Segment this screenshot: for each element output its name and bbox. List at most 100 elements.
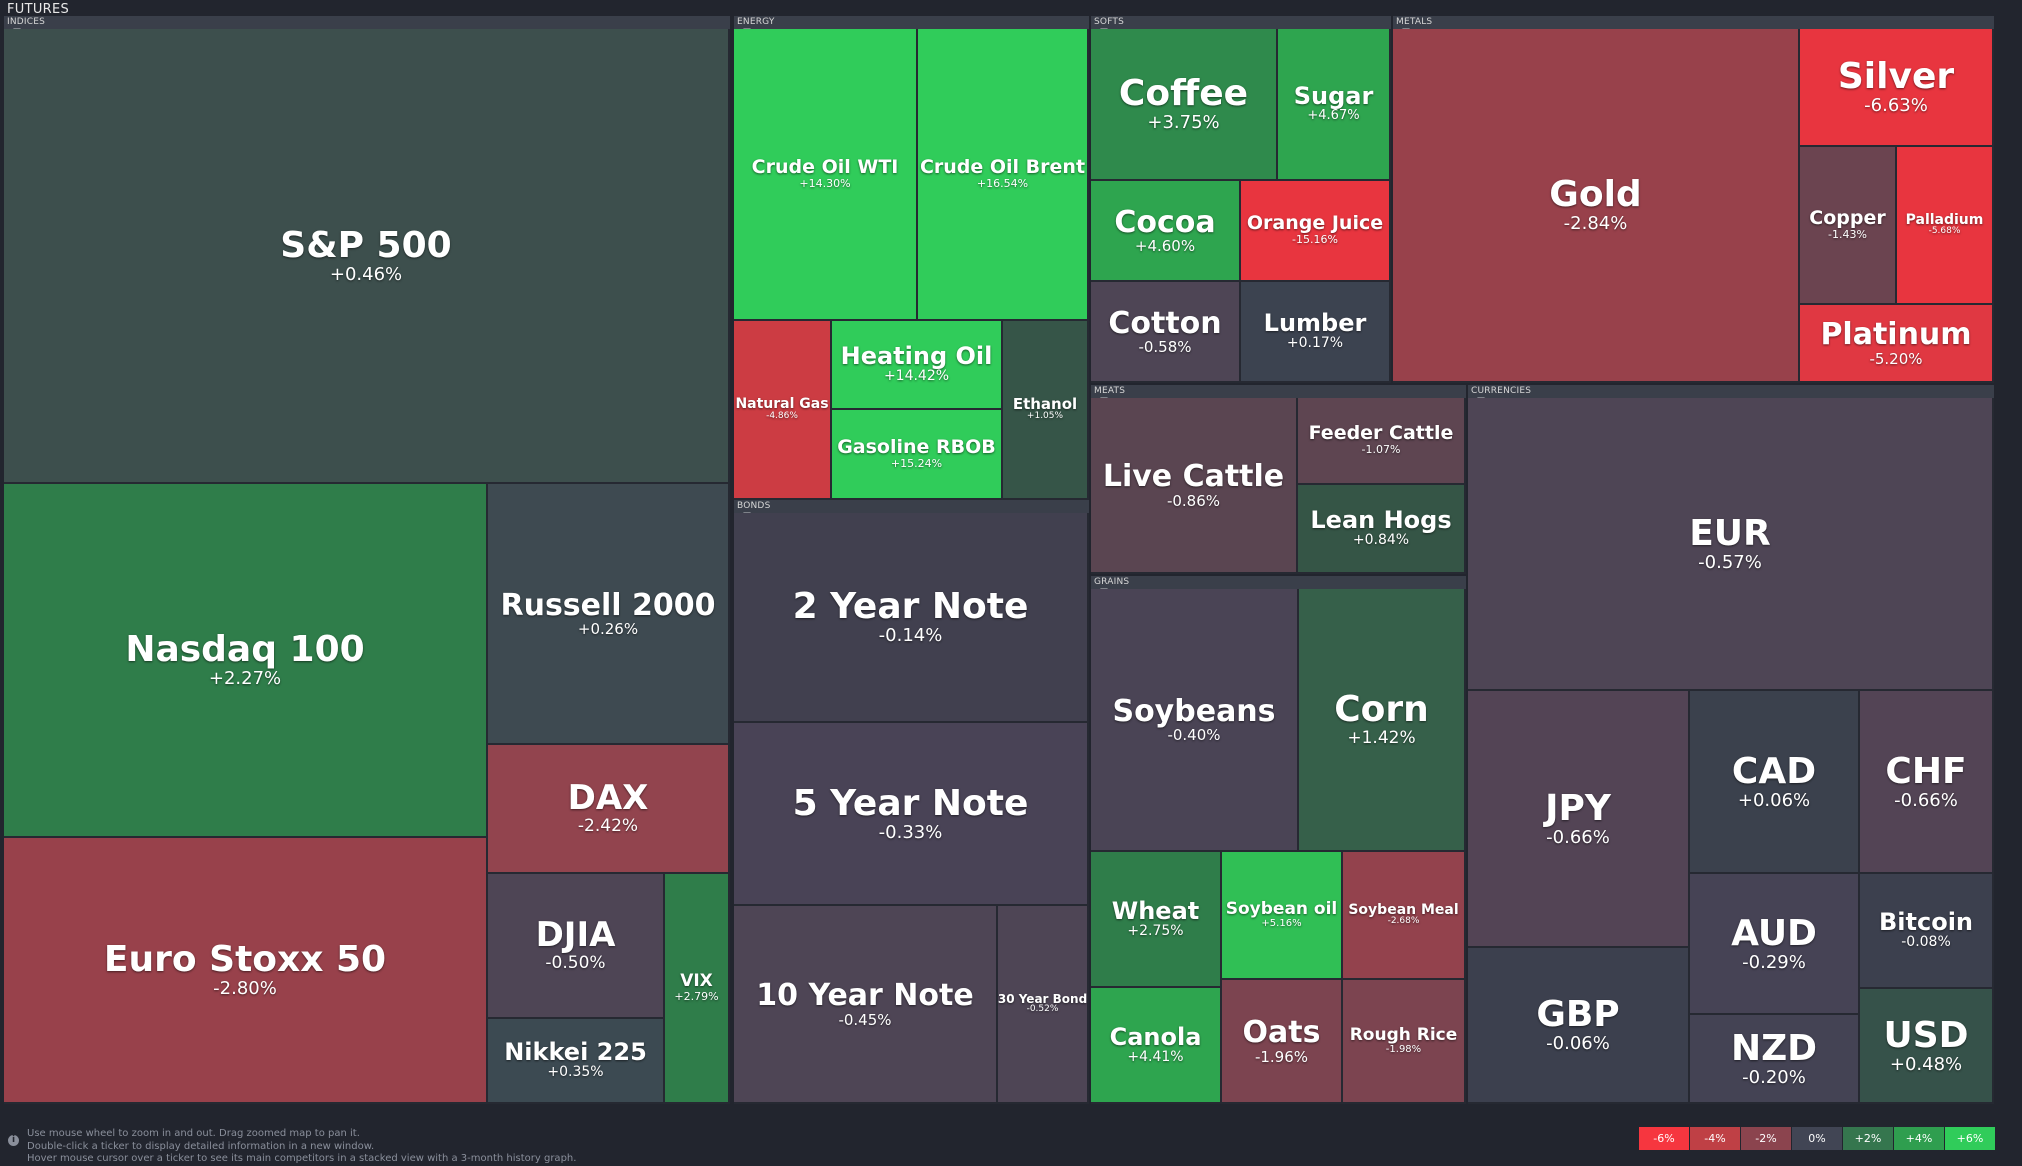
ticker-name: JPY [1545, 787, 1611, 829]
ticker-change: -0.52% [1026, 1004, 1059, 1015]
ticker-tile-nikkei-225[interactable]: Nikkei 225 +0.35% [488, 1019, 665, 1104]
ticker-name: Natural Gas [735, 396, 829, 413]
legend-swatch: +2% [1843, 1127, 1893, 1150]
ticker-tile-soybean-oil[interactable]: Soybean oil +5.16% [1222, 852, 1343, 980]
ticker-tile-nzd[interactable]: NZD -0.20% [1690, 1015, 1860, 1104]
ticker-tile-soybean-meal[interactable]: Soybean Meal -2.68% [1343, 852, 1466, 980]
ticker-tile-russell-2000[interactable]: Russell 2000 +0.26% [488, 484, 730, 745]
ticker-name: Nikkei 225 [504, 1038, 647, 1067]
ticker-tile-cad[interactable]: CAD +0.06% [1690, 691, 1860, 874]
ticker-change: -2.80% [213, 978, 277, 999]
ticker-change: -0.50% [545, 953, 606, 973]
ticker-name: 2 Year Note [792, 586, 1029, 628]
ticker-tile-ethanol[interactable]: Ethanol +1.05% [1003, 321, 1089, 500]
ticker-tile-soybeans[interactable]: Soybeans -0.40% [1091, 589, 1299, 852]
ticker-change: -1.96% [1254, 1047, 1309, 1066]
ticker-tile-crude-oil-wti[interactable]: Crude Oil WTI +14.30% [734, 29, 918, 321]
ticker-tile-corn[interactable]: Corn +1.42% [1299, 589, 1466, 852]
page-title: FUTURES [7, 2, 70, 17]
ticker-tile-oats[interactable]: Oats -1.96% [1222, 980, 1343, 1104]
ticker-tile-gold[interactable]: Gold -2.84% [1393, 29, 1800, 383]
ticker-change: -0.29% [1742, 951, 1806, 973]
ticker-tile-dax[interactable]: DAX -2.42% [488, 745, 730, 874]
ticker-tile-euro-stoxx-50[interactable]: Euro Stoxx 50 -2.80% [4, 838, 488, 1104]
ticker-tile-gbp[interactable]: GBP -0.06% [1468, 948, 1690, 1104]
ticker-name: Sugar [1293, 82, 1374, 111]
ticker-change: +0.46% [329, 263, 403, 285]
ticker-change: -0.66% [1546, 826, 1610, 848]
sector-label-softs: SOFTS [1094, 17, 1125, 33]
ticker-tile-sugar[interactable]: Sugar +4.67% [1278, 29, 1391, 181]
ticker-tile-30-year-bond[interactable]: 30 Year Bond -0.52% [998, 906, 1089, 1104]
ticker-tile-palladium[interactable]: Palladium -5.68% [1897, 147, 1994, 305]
ticker-change: -2.42% [577, 816, 639, 836]
ticker-tile-natural-gas[interactable]: Natural Gas -4.86% [734, 321, 832, 500]
ticker-name: USD [1883, 1014, 1969, 1056]
legend-swatch: -6% [1639, 1127, 1689, 1150]
ticker-tile-cotton[interactable]: Cotton -0.58% [1091, 282, 1241, 383]
ticker-name: Palladium [1905, 211, 1984, 228]
ticker-change: -0.66% [1894, 789, 1958, 811]
ticker-tile-wheat[interactable]: Wheat +2.75% [1091, 852, 1222, 988]
ticker-change: -1.07% [1361, 443, 1401, 457]
ticker-tile-lumber[interactable]: Lumber +0.17% [1241, 282, 1391, 383]
ticker-tile-coffee[interactable]: Coffee +3.75% [1091, 29, 1278, 181]
ticker-tile-10-year-note[interactable]: 10 Year Note -0.45% [734, 906, 998, 1104]
ticker-name: Oats [1242, 1015, 1321, 1050]
ticker-tile-copper[interactable]: Copper -1.43% [1800, 147, 1897, 305]
ticker-name: 30 Year Bond [998, 991, 1088, 1006]
ticker-tile-bitcoin[interactable]: Bitcoin -0.08% [1860, 874, 1994, 989]
ticker-tile-live-cattle[interactable]: Live Cattle -0.86% [1091, 398, 1298, 574]
ticker-tile-platinum[interactable]: Platinum -5.20% [1800, 305, 1994, 383]
ticker-tile-nasdaq-100[interactable]: Nasdaq 100 +2.27% [4, 484, 488, 838]
ticker-tile-lean-hogs[interactable]: Lean Hogs +0.84% [1298, 485, 1466, 574]
ticker-tile-gasoline-rbob[interactable]: Gasoline RBOB +15.24% [832, 410, 1003, 500]
ticker-name: Crude Oil WTI [751, 155, 899, 178]
ticker-name: Soybean oil [1225, 898, 1338, 919]
ticker-tile-jpy[interactable]: JPY -0.66% [1468, 691, 1690, 948]
ticker-tile-rough-rice[interactable]: Rough Rice -1.98% [1343, 980, 1466, 1104]
ticker-tile-eur[interactable]: EUR -0.57% [1468, 398, 1994, 691]
ticker-tile-djia[interactable]: DJIA -0.50% [488, 874, 665, 1019]
ticker-change: -0.06% [1546, 1033, 1610, 1054]
ticker-name: Feeder Cattle [1308, 422, 1454, 445]
ticker-change: +2.75% [1127, 922, 1184, 939]
ticker-name: Gasoline RBOB [837, 435, 996, 458]
ticker-tile-chf[interactable]: CHF -0.66% [1860, 691, 1994, 874]
ticker-tile-canola[interactable]: Canola +4.41% [1091, 988, 1222, 1104]
ticker-change: -6.63% [1864, 95, 1928, 116]
ticker-name: Gold [1549, 174, 1642, 216]
ticker-name: Ethanol [1012, 394, 1078, 413]
ticker-tile-crude-oil-brent[interactable]: Crude Oil Brent +16.54% [918, 29, 1089, 321]
legend-swatch: +6% [1945, 1127, 1995, 1150]
ticker-change: +2.27% [208, 668, 282, 689]
ticker-change: +3.75% [1147, 112, 1220, 133]
ticker-change: -1.98% [1385, 1044, 1422, 1056]
sector-label-indices: INDICES [7, 17, 46, 33]
color-legend: -6% -4% -2% 0% +2% +4% +6% [1639, 1127, 1995, 1150]
ticker-name: Orange Juice [1246, 212, 1384, 235]
sector-label-metals: METALS [1396, 17, 1433, 33]
ticker-tile-silver[interactable]: Silver -6.63% [1800, 29, 1994, 147]
ticker-tile-2-year-note[interactable]: 2 Year Note -0.14% [734, 513, 1089, 723]
ticker-change: +1.05% [1026, 411, 1064, 422]
ticker-tile-orange-juice[interactable]: Orange Juice -15.16% [1241, 181, 1391, 282]
ticker-tile-feeder-cattle[interactable]: Feeder Cattle -1.07% [1298, 398, 1466, 485]
ticker-name: Nasdaq 100 [125, 629, 365, 671]
ticker-name: Russell 2000 [500, 587, 716, 623]
ticker-name: Copper [1809, 206, 1886, 229]
ticker-tile-usd[interactable]: USD +0.48% [1860, 989, 1994, 1104]
ticker-tile-cocoa[interactable]: Cocoa +4.60% [1091, 181, 1241, 282]
ticker-tile-aud[interactable]: AUD -0.29% [1690, 874, 1860, 1015]
legend-swatch: +4% [1894, 1127, 1944, 1150]
ticker-name: Lumber [1263, 309, 1367, 338]
ticker-name: Soybeans [1112, 693, 1276, 729]
ticker-tile-sandp-500[interactable]: S&P 500 +0.46% [4, 29, 730, 484]
ticker-name: DAX [567, 778, 649, 819]
sector-label-grains: GRAINS [1094, 577, 1130, 593]
ticker-tile-heating-oil[interactable]: Heating Oil +14.42% [832, 321, 1003, 410]
ticker-name: CHF [1885, 750, 1967, 792]
ticker-change: +15.24% [890, 456, 943, 470]
ticker-tile-vix[interactable]: VIX +2.79% [665, 874, 730, 1104]
ticker-tile-5-year-note[interactable]: 5 Year Note -0.33% [734, 723, 1089, 906]
